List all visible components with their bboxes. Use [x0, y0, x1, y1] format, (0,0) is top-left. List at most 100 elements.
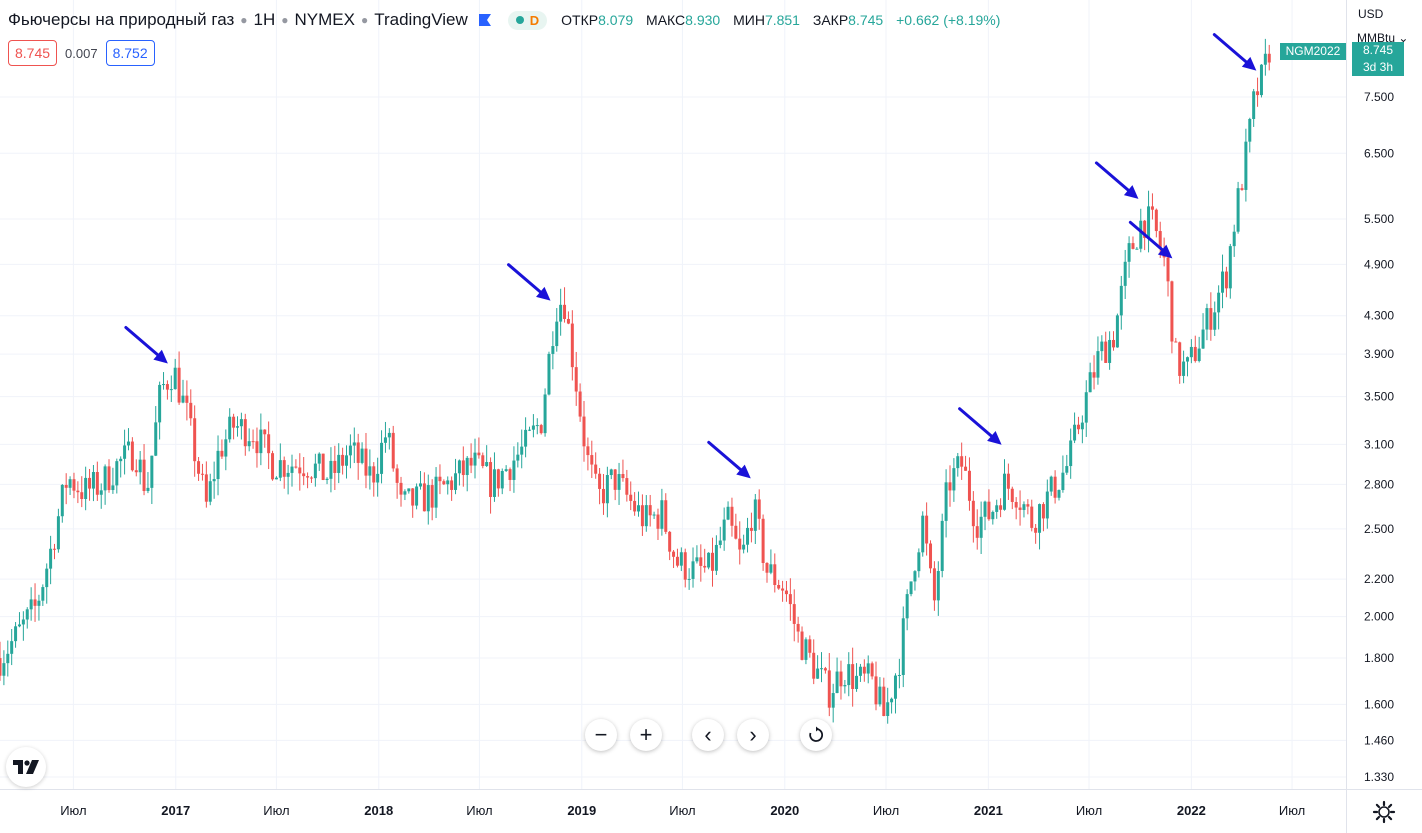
countdown-tag: 3d 3h	[1352, 59, 1404, 76]
candle-body	[469, 457, 473, 466]
candle-body	[329, 460, 333, 479]
candle-body	[247, 441, 251, 447]
candle-body	[804, 639, 808, 660]
candle-body	[461, 460, 465, 476]
high-value: 8.930	[685, 12, 721, 28]
candle-body	[368, 466, 372, 476]
candle-body	[1205, 308, 1209, 330]
candle-body	[664, 500, 668, 532]
candle-body	[835, 671, 839, 694]
buy-price-box[interactable]: 8.752	[105, 40, 155, 66]
candle-body	[450, 480, 454, 490]
candle-body	[777, 585, 781, 589]
currency-label[interactable]: USD	[1358, 7, 1384, 21]
candle-body	[1174, 341, 1178, 343]
candle-body	[870, 663, 874, 677]
zoom-in-button[interactable]: +	[630, 719, 662, 751]
separator-dot: ●	[360, 13, 369, 27]
candle-body	[1232, 231, 1236, 247]
candle-body	[309, 477, 313, 479]
candle-body	[220, 450, 224, 457]
candle-body	[391, 432, 395, 469]
candle-body	[1201, 329, 1205, 349]
candle-body	[940, 520, 944, 571]
candle-body	[1248, 118, 1252, 142]
reset-chart-button[interactable]	[800, 719, 832, 751]
candle-body	[1018, 507, 1022, 510]
candle-body	[2, 663, 6, 676]
sell-price-box[interactable]: 8.745	[8, 40, 58, 66]
candle-body	[901, 618, 905, 676]
candle-body	[1166, 257, 1170, 282]
tradingview-logo[interactable]	[6, 747, 46, 787]
candle-body	[512, 460, 516, 480]
time-tick-label: Июл	[1279, 803, 1305, 818]
candle-body	[1182, 361, 1186, 376]
price-tick-label: 6.500	[1364, 146, 1394, 160]
interval-label[interactable]: 1Н	[253, 10, 276, 29]
candle-body	[893, 675, 897, 699]
candle-body	[1115, 315, 1119, 348]
gear-icon[interactable]	[1372, 800, 1396, 824]
candle-body	[886, 702, 890, 717]
scroll-forward-button[interactable]: ›	[737, 719, 769, 751]
candle-body	[644, 505, 648, 527]
candle-body	[1158, 231, 1162, 249]
price-tick-label: 1.460	[1364, 733, 1394, 747]
candle-body	[255, 441, 259, 454]
candle-body	[773, 564, 777, 586]
flag-icon[interactable]	[478, 13, 492, 27]
candle-body	[820, 668, 824, 670]
candle-body	[547, 353, 551, 395]
candle-body	[317, 453, 321, 464]
chart-header: Фьючерсы на природный газ ● 1Н ● NYMEX ●…	[8, 8, 1009, 32]
unit-selector[interactable]: MMBtu ⌄	[1357, 31, 1408, 45]
arrow-shaft	[1094, 161, 1132, 194]
candle-body	[866, 663, 870, 674]
price-tick-label: 7.500	[1364, 90, 1394, 104]
candle-body	[1057, 490, 1061, 498]
candle-body	[6, 653, 10, 664]
candle-body	[422, 483, 426, 512]
arrow-head-icon	[1241, 56, 1257, 71]
candle-body	[485, 462, 489, 467]
candle-body	[812, 652, 816, 679]
candle-body	[457, 460, 461, 474]
time-axis[interactable]: Июл 2017 Июл 2018 Июл 2019 Июл 2020 Июл 2021 Июл 20…	[60, 803, 1305, 818]
candle-body	[53, 548, 57, 550]
time-tick-label: 2021	[974, 803, 1003, 818]
candle-body	[609, 469, 613, 476]
candle-body	[84, 477, 88, 500]
candle-body	[617, 474, 621, 490]
candle-body	[1119, 285, 1123, 316]
candle-body	[45, 568, 49, 588]
price-axis[interactable]: 7.500 6.500 5.500 4.900 4.300 3.900 3.500 3.100…	[1364, 90, 1394, 784]
candle-body	[983, 501, 987, 517]
candle-body	[516, 454, 520, 461]
price-tick-label: 2.800	[1364, 477, 1394, 491]
candle-body	[228, 416, 232, 440]
candle-body	[1240, 188, 1244, 190]
candle-body	[971, 500, 975, 527]
zoom-out-button[interactable]: −	[585, 719, 617, 751]
candle-body	[341, 454, 345, 466]
candle-body	[430, 485, 434, 508]
reset-icon	[809, 726, 824, 742]
candle-body	[387, 432, 391, 438]
source-label: TradingView	[374, 10, 468, 29]
candle-body	[25, 609, 29, 620]
price-tick-label: 1.600	[1364, 697, 1394, 711]
candle-body	[477, 452, 481, 456]
candle-body	[987, 501, 991, 520]
market-status-pill[interactable]: D	[507, 10, 548, 30]
candle-body	[1209, 308, 1213, 330]
candle-body	[668, 531, 672, 552]
symbol-title[interactable]: Фьючерсы на природный газ	[8, 10, 235, 29]
candle-body	[1030, 506, 1034, 528]
chevron-left-icon: ‹	[704, 722, 712, 747]
candle-body	[1267, 53, 1271, 63]
candle-body	[999, 505, 1003, 510]
candle-body	[1213, 312, 1217, 330]
scroll-back-button[interactable]: ‹	[692, 719, 724, 751]
